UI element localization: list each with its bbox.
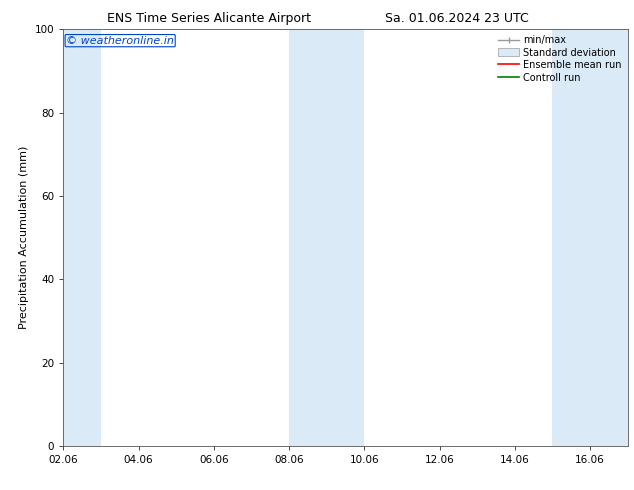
- Bar: [289, 29, 365, 446]
- Y-axis label: Precipitation Accumulation (mm): Precipitation Accumulation (mm): [19, 146, 29, 329]
- Bar: [63, 29, 101, 446]
- Bar: [552, 29, 628, 446]
- Text: ENS Time Series Alicante Airport: ENS Time Series Alicante Airport: [107, 12, 311, 25]
- Legend: min/max, Standard deviation, Ensemble mean run, Controll run: min/max, Standard deviation, Ensemble me…: [495, 32, 624, 85]
- Text: © weatheronline.in: © weatheronline.in: [66, 36, 174, 46]
- Text: Sa. 01.06.2024 23 UTC: Sa. 01.06.2024 23 UTC: [385, 12, 528, 25]
